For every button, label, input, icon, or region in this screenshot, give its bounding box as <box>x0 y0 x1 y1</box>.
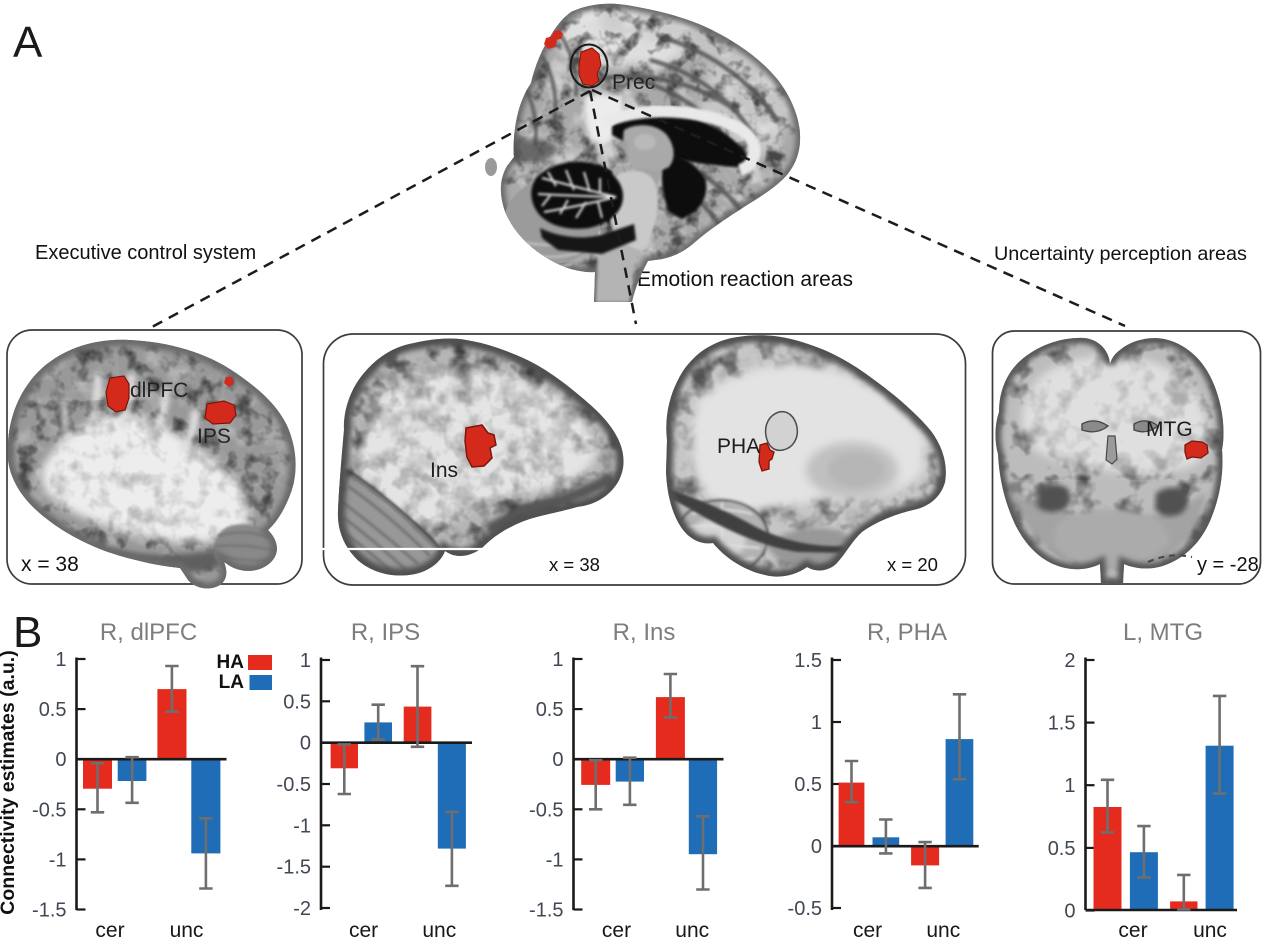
svg-text:Ins: Ins <box>430 459 458 482</box>
svg-text:R, dlPFC: R, dlPFC <box>100 619 197 646</box>
svg-text:0.5: 0.5 <box>536 699 564 721</box>
svg-text:IPS: IPS <box>197 425 231 448</box>
svg-text:2: 2 <box>1064 650 1075 672</box>
svg-text:cer: cer <box>349 919 378 942</box>
svg-text:Emotion reaction areas: Emotion reaction areas <box>637 268 853 291</box>
svg-text:-1: -1 <box>293 815 311 837</box>
svg-text:R, Ins: R, Ins <box>613 619 676 646</box>
svg-text:Prec: Prec <box>612 71 655 94</box>
svg-text:-1: -1 <box>49 849 67 871</box>
svg-text:0: 0 <box>1064 901 1075 923</box>
svg-text:0: 0 <box>300 733 311 755</box>
svg-text:-1.5: -1.5 <box>529 900 563 922</box>
svg-text:-2: -2 <box>293 898 311 920</box>
svg-text:-1.5: -1.5 <box>32 900 66 922</box>
svg-text:x = 38: x = 38 <box>21 553 79 576</box>
svg-text:0: 0 <box>55 749 66 771</box>
svg-text:1.5: 1.5 <box>794 650 822 672</box>
svg-text:MTG: MTG <box>1146 418 1193 441</box>
svg-text:R, IPS: R, IPS <box>351 619 420 646</box>
svg-text:cer: cer <box>853 919 882 942</box>
svg-text:PHA: PHA <box>717 435 760 458</box>
svg-text:1: 1 <box>552 649 563 671</box>
svg-text:0.5: 0.5 <box>39 699 67 721</box>
svg-text:unc: unc <box>926 919 960 942</box>
svg-text:0: 0 <box>552 749 563 771</box>
svg-text:1.5: 1.5 <box>1048 713 1076 735</box>
svg-text:Connectivity estimates (a.u.): Connectivity estimates (a.u.) <box>0 650 19 914</box>
svg-text:unc: unc <box>422 919 456 942</box>
svg-text:-0.5: -0.5 <box>529 799 563 821</box>
svg-text:cer: cer <box>95 919 124 942</box>
svg-text:y = -28: y = -28 <box>1197 554 1259 576</box>
svg-text:cer: cer <box>1118 919 1147 942</box>
svg-text:0: 0 <box>811 836 822 858</box>
svg-text:1: 1 <box>300 650 311 672</box>
svg-text:x = 20: x = 20 <box>887 554 938 575</box>
svg-text:HA: HA <box>217 652 245 673</box>
svg-text:-1: -1 <box>546 849 564 871</box>
svg-text:Uncertainty perception areas: Uncertainty perception areas <box>994 243 1247 265</box>
svg-text:0.5: 0.5 <box>283 691 311 713</box>
svg-text:-0.5: -0.5 <box>788 898 822 920</box>
svg-text:1: 1 <box>811 712 822 734</box>
svg-text:B: B <box>13 608 42 657</box>
svg-text:Executive control system: Executive control system <box>35 242 256 264</box>
svg-text:unc: unc <box>170 919 204 942</box>
svg-text:1: 1 <box>1064 775 1075 797</box>
svg-text:0.5: 0.5 <box>1048 838 1076 860</box>
svg-text:1: 1 <box>55 649 66 671</box>
svg-text:x = 38: x = 38 <box>549 554 600 575</box>
svg-text:unc: unc <box>675 919 709 942</box>
svg-text:A: A <box>13 18 43 67</box>
svg-text:dlPFC: dlPFC <box>130 379 188 402</box>
svg-text:-0.5: -0.5 <box>32 799 66 821</box>
svg-text:-1.5: -1.5 <box>277 857 311 879</box>
svg-text:unc: unc <box>1193 919 1227 942</box>
svg-text:0.5: 0.5 <box>794 774 822 796</box>
svg-text:L, MTG: L, MTG <box>1123 619 1203 646</box>
svg-text:R, PHA: R, PHA <box>867 619 947 646</box>
svg-text:LA: LA <box>219 672 245 693</box>
svg-text:-0.5: -0.5 <box>277 774 311 796</box>
svg-text:cer: cer <box>602 919 631 942</box>
